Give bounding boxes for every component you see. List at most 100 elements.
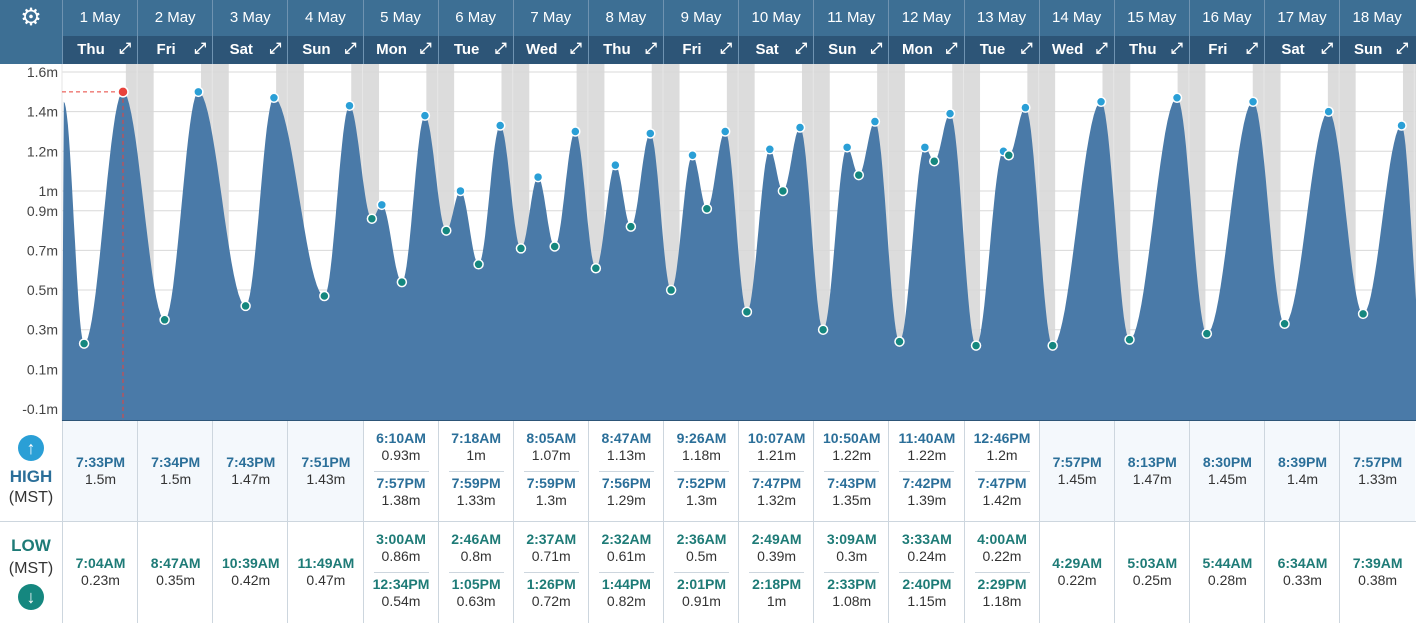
low-tide-point	[741, 306, 753, 318]
day-column-5: 6:10AM 0.93m 7:57PM 1.38m 3:00AM 0.86m 12:34PM…	[362, 421, 439, 623]
high-cell: 12:46PM 1.2m 7:47PM 1.42m	[964, 421, 1040, 521]
low-tide-point	[1124, 334, 1135, 345]
entry-separator	[373, 572, 429, 573]
low-tide-entry: 7:39AM 0.38m	[1340, 555, 1415, 589]
expand-icon[interactable]: ⤢	[945, 40, 958, 57]
high-cell: 11:40AM 1.22m 7:42PM 1.39m	[889, 421, 965, 521]
day-weekday-8[interactable]: Thu	[587, 36, 663, 64]
day-weekday-13[interactable]: Tue	[963, 36, 1039, 64]
day-weekday-4[interactable]: Sun	[287, 36, 362, 64]
low-tide-point	[665, 284, 677, 296]
day-weekday-7[interactable]: Wed	[512, 36, 588, 64]
day-date-5: 5 May	[362, 0, 438, 36]
expand-icon[interactable]: ⤢	[119, 40, 132, 57]
low-tide-point	[929, 155, 940, 167]
expand-icon[interactable]: ⤢	[1095, 40, 1108, 57]
high-tide-point	[344, 100, 355, 111]
day-column-15: 8:13PM 1.47m 5:03AM 0.25m	[1113, 421, 1190, 623]
tide-height: 0.5m	[685, 548, 718, 564]
day-weekday-15[interactable]: Thu	[1113, 36, 1189, 64]
day-weekday-1[interactable]: Thu	[62, 36, 137, 64]
low-tide-point	[777, 185, 789, 197]
day-weekday-6[interactable]: Tue	[437, 36, 513, 64]
day-column-18: 7:57PM 1.33m 7:39AM 0.38m	[1339, 421, 1416, 623]
up-arrow-icon: ↑	[18, 435, 44, 461]
expand-icon[interactable]: ⤢	[344, 40, 357, 57]
tide-height: 0.82m	[606, 593, 646, 609]
low-tide-point	[1279, 318, 1290, 330]
gear-icon[interactable]: ⚙	[20, 4, 42, 31]
tide-time: 8:47AM	[150, 555, 201, 571]
day-weekday-17[interactable]: Sat	[1264, 36, 1339, 64]
low-tide-entry: 2:40PM 1.15m	[889, 576, 964, 610]
day-weekday-10[interactable]: Sat	[738, 36, 813, 64]
low-cell: 2:36AM 0.5m 2:01PM 0.91m	[664, 421, 739, 623]
day-weekday-5[interactable]: Mon	[362, 36, 438, 64]
expand-icon[interactable]: ⤢	[194, 40, 207, 57]
low-tide-entry: 5:44AM 0.28m	[1190, 555, 1265, 589]
day-weekday-16[interactable]: Fri	[1188, 36, 1264, 64]
tide-height: 1m	[766, 593, 787, 609]
day-weekday-18[interactable]: Sun	[1339, 36, 1414, 64]
entry-separator	[674, 471, 729, 472]
day-weekday-3[interactable]: Sat	[212, 36, 287, 64]
tide-time: 7:42PM	[902, 475, 952, 491]
tide-time: 7:52PM	[676, 475, 727, 491]
low-tide-entry: 2:01PM 0.91m	[664, 576, 739, 610]
tide-time: 10:39AM	[221, 555, 280, 571]
expand-icon[interactable]: ⤢	[494, 40, 507, 57]
tide-time: 5:03AM	[1127, 555, 1178, 571]
low-tide-entry: 3:00AM 0.86m	[364, 531, 439, 565]
entry-separator	[448, 572, 504, 573]
day-weekday-14[interactable]: Wed	[1038, 36, 1114, 64]
tide-height: 1.18m	[682, 447, 721, 463]
low-tide-point	[1047, 340, 1058, 351]
low-cell: 2:49AM 0.39m 2:18PM 1m	[739, 421, 814, 623]
tide-time: 9:26AM	[676, 430, 727, 446]
tide-height: 1.47m	[231, 471, 271, 487]
expand-icon[interactable]: ⤢	[1396, 40, 1409, 57]
low-tide-point	[894, 336, 905, 347]
tide-time: 4:29AM	[1052, 555, 1103, 571]
expand-icon[interactable]: ⤢	[870, 40, 883, 57]
expand-icon[interactable]: ⤢	[644, 40, 657, 57]
day-weekday-9[interactable]: Fri	[663, 36, 738, 64]
high-tide-point	[610, 159, 621, 171]
tide-height: 1.15m	[907, 593, 947, 609]
tide-height: 0.39m	[757, 548, 797, 564]
low-tide-entry: 7:04AM 0.23m	[63, 555, 138, 589]
tide-height: 1.07m	[531, 447, 571, 463]
tide-time: 10:07AM	[747, 430, 806, 446]
high-cell: 8:13PM 1.47m	[1114, 421, 1190, 521]
expand-icon[interactable]: ⤢	[269, 40, 282, 57]
expand-icon[interactable]: ⤢	[1321, 40, 1334, 57]
expand-icon[interactable]: ⤢	[720, 40, 733, 57]
day-date-4: 4 May	[287, 0, 362, 36]
tide-height: 0.86m	[381, 548, 421, 564]
low-tide-point	[159, 314, 170, 326]
expand-icon[interactable]: ⤢	[795, 40, 808, 57]
highlight-point	[117, 86, 129, 98]
day-weekday-2[interactable]: Fri	[137, 36, 212, 64]
expand-icon[interactable]: ⤢	[569, 40, 582, 57]
tide-height: 0.91m	[682, 593, 721, 609]
day-date-6: 6 May	[437, 0, 513, 36]
high-tide-entry: 10:07AM 1.21m	[739, 430, 814, 464]
high-tide-point	[719, 126, 731, 137]
high-tide-entry: 8:30PM 1.45m	[1190, 454, 1265, 488]
day-date-11: 11 May	[813, 0, 888, 36]
high-tide-entry: 10:50AM 1.22m	[814, 430, 889, 464]
y-tick-label: 0.7m	[27, 242, 58, 258]
day-weekday-12[interactable]: Mon	[888, 36, 963, 64]
tide-time: 8:47AM	[601, 430, 652, 446]
expand-icon[interactable]: ⤢	[1020, 40, 1033, 57]
expand-icon[interactable]: ⤢	[1170, 40, 1183, 57]
high-cell: 7:33PM 1.5m	[63, 421, 138, 521]
expand-icon[interactable]: ⤢	[1245, 40, 1258, 57]
y-tick-label: 0.5m	[27, 282, 58, 298]
expand-icon[interactable]: ⤢	[419, 40, 432, 57]
high-tide-entry: 7:43PM 1.35m	[814, 475, 889, 509]
day-date-8: 8 May	[587, 0, 663, 36]
day-weekday-11[interactable]: Sun	[813, 36, 888, 64]
tide-height: 1.35m	[832, 492, 872, 508]
